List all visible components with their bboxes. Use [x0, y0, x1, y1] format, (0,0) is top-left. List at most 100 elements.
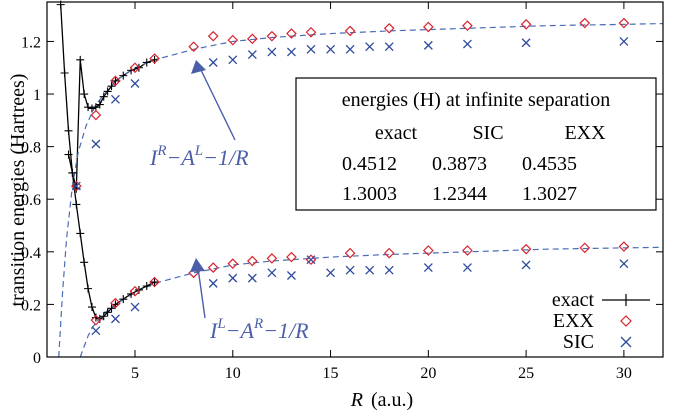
exx-point: [110, 75, 121, 87]
sic-point: [208, 58, 218, 67]
annotation-upper-arrow-head: [191, 60, 206, 74]
exx-point: [344, 247, 356, 259]
sic-point: [208, 278, 218, 288]
inset-table: energies (H) at infinite separation exac…: [295, 77, 657, 211]
exx-point: [579, 17, 591, 29]
sic-point: [71, 181, 81, 191]
exact-point: [150, 278, 159, 287]
exact-point: [64, 150, 73, 159]
y-tick-label: 0.6: [21, 192, 41, 209]
sic-point: [384, 42, 394, 52]
x-tick-label: 20: [420, 365, 436, 382]
annotation-lower-arrow-head: [190, 258, 205, 272]
sic-point: [91, 326, 101, 336]
exx-point: [207, 262, 219, 273]
exx-point: [90, 109, 102, 121]
y-tick-label: 0.4: [21, 245, 41, 262]
y-axis-label: transition energies (Hartrees): [7, 74, 29, 307]
exact-point: [80, 258, 89, 267]
legend: exact EXX SIC: [552, 289, 650, 353]
x-tick-label: 5: [131, 365, 139, 382]
sic-point: [365, 265, 375, 275]
sic-point: [521, 38, 531, 48]
sic-point: [462, 39, 472, 49]
inset-cell-1-1: 1.2344: [432, 183, 487, 205]
exx-point: [90, 314, 102, 326]
exx-point: [305, 26, 317, 38]
inset-header-exact: exact: [375, 122, 418, 144]
exact-point: [99, 312, 108, 321]
y-tick-label: 0.8: [21, 140, 41, 157]
exx-point: [618, 241, 630, 252]
exact-point: [119, 71, 128, 80]
exx-point: [129, 285, 141, 297]
x-axis-label: R (a.u.): [350, 389, 413, 411]
exx-point: [422, 245, 434, 256]
exx-point: [246, 33, 258, 45]
inset-cell-1-2: 1.3027: [522, 183, 577, 205]
exact-point: [76, 55, 85, 64]
sic-point: [384, 265, 394, 275]
exact-point: [111, 76, 120, 85]
exx-point: [188, 41, 200, 53]
x-axis-label-unit: (a.u.): [371, 389, 413, 411]
exx-point: [149, 53, 160, 64]
exx-point: [344, 25, 356, 37]
annotation-lower-arrow-shaft: [197, 267, 206, 319]
sic-point: [462, 263, 472, 273]
sic-point: [365, 42, 375, 52]
sic-point: [306, 44, 316, 54]
tick-layer: [47, 2, 663, 358]
exact-point: [80, 90, 89, 99]
exact-point: [60, 69, 69, 77]
exx-point: [286, 251, 297, 263]
exact-point: [87, 303, 96, 312]
exx-point: [70, 180, 82, 192]
legend-swatch-sic: [620, 336, 632, 348]
sic-point: [306, 255, 316, 265]
sic-point: [286, 47, 296, 57]
y-tick-label: 1: [33, 87, 41, 104]
legend-swatch-exx: [620, 315, 632, 327]
exx-point: [286, 28, 297, 39]
tick-label-layer: 5 10 15 20 25 30 0 0.2 0.4 0.6 0.8 1 1.2: [21, 34, 632, 382]
exx-point: [246, 255, 258, 267]
exact-point: [119, 295, 128, 304]
y-tick-label: 0.2: [21, 297, 41, 314]
legend-label-exx: EXX: [553, 310, 595, 332]
legend-label-sic: SIC: [563, 331, 594, 353]
sic-point: [326, 44, 336, 54]
sic-point: [521, 260, 531, 270]
annotation-lower-label: IL−AR−1/R: [209, 316, 309, 343]
exx-point: [520, 243, 532, 255]
exx-point: [422, 21, 434, 33]
exact-point: [142, 282, 151, 290]
sic-point: [267, 47, 277, 57]
plot-frame: [46, 1, 664, 358]
exact-point: [84, 103, 93, 112]
marker-layer: [56, 0, 630, 336]
exx-point: [266, 30, 278, 42]
exx-point: [579, 242, 591, 254]
exact-point: [68, 168, 77, 177]
y-tick-label: 0: [33, 350, 41, 367]
sic-point: [619, 259, 629, 269]
x-axis-label-variable: R: [350, 389, 363, 411]
annotation-upper-label: IR−AL−1/R: [149, 143, 249, 170]
exact-point: [64, 126, 73, 135]
sic-point: [267, 268, 277, 278]
exx-point: [462, 245, 473, 256]
exx-point: [462, 20, 473, 32]
exx-point: [266, 253, 278, 264]
exx-point: [383, 247, 395, 259]
inset-header-sic: SIC: [472, 122, 503, 144]
x-tick-label: 15: [323, 365, 339, 382]
exact-point: [95, 100, 104, 109]
inset-cell-0-2: 0.4535: [522, 153, 577, 175]
exx-point: [227, 34, 239, 46]
inset-table-frame: [295, 77, 657, 211]
exx-point: [207, 30, 219, 42]
exx-point: [383, 22, 395, 34]
exx-point: [520, 19, 532, 30]
